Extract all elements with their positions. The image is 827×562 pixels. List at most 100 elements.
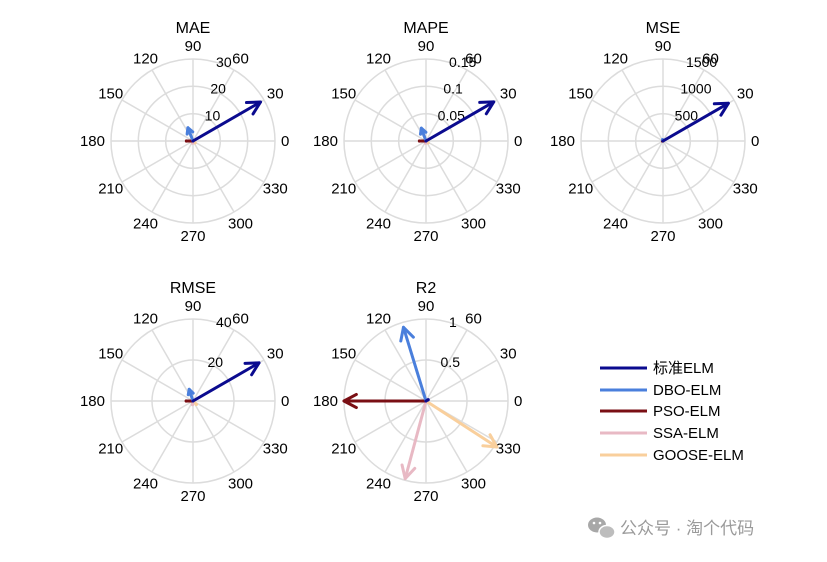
angle-tick-label: 120 xyxy=(603,51,628,68)
arrow-elm xyxy=(424,398,430,403)
arrow-shaft xyxy=(191,100,262,143)
arrow-dboelm xyxy=(186,387,195,403)
angle-tick-label: 30 xyxy=(500,346,517,363)
grid-spoke xyxy=(354,140,427,183)
grid-spoke xyxy=(621,69,664,142)
arrow-shaft xyxy=(424,399,499,449)
legend-item: 标准ELM xyxy=(600,360,714,377)
grid-spoke xyxy=(384,69,427,142)
angle-tick-label: 120 xyxy=(366,51,391,68)
angle-tick-label: 240 xyxy=(366,215,391,232)
polar-subplot-rmse: 0 30 60 90 120 150 180 210 240 270 300 330 20 40 RMSE xyxy=(80,280,289,505)
angle-tick-label: 240 xyxy=(133,475,158,492)
angle-tick-label: 150 xyxy=(98,86,123,103)
arrow-shaft xyxy=(424,100,496,143)
angle-tick-label: 30 xyxy=(267,86,284,103)
angle-tick-label: 300 xyxy=(461,475,486,492)
arrow-dboelm xyxy=(418,126,428,143)
legend-item: DBO-ELM xyxy=(600,382,721,399)
arrow-head xyxy=(400,463,417,481)
angle-tick-label: 0 xyxy=(751,133,759,150)
arrow-head xyxy=(184,139,189,143)
angle-tick-label: 60 xyxy=(702,51,719,68)
angle-tick-label: 90 xyxy=(185,298,202,315)
angle-tick-label: 210 xyxy=(98,181,123,198)
grid-spoke xyxy=(384,329,427,402)
grid-spoke xyxy=(151,69,194,142)
grid-spoke xyxy=(192,140,265,183)
grid-spoke xyxy=(425,359,498,402)
polar-subplot-mape: 0 30 60 90 120 150 180 210 240 270 300 330 0.05 0.1 0.… xyxy=(313,20,522,245)
angle-tick-label: 270 xyxy=(413,228,438,245)
subplot-title: R2 xyxy=(416,280,437,297)
legend-item: PSO-ELM xyxy=(600,403,721,420)
grid-spoke xyxy=(151,329,194,402)
angle-tick-label: 180 xyxy=(80,393,105,410)
angle-tick-label: 330 xyxy=(496,181,521,198)
grid-spoke xyxy=(151,140,194,213)
radial-tick-label: 1 xyxy=(449,314,457,330)
angle-tick-label: 300 xyxy=(461,215,486,232)
angle-tick-label: 210 xyxy=(98,441,123,458)
radial-tick-label: 500 xyxy=(675,107,699,123)
grid-spoke xyxy=(121,400,194,443)
arrow-head xyxy=(342,392,358,410)
angle-tick-label: 180 xyxy=(80,133,105,150)
arrow-head xyxy=(185,126,195,136)
angle-tick-label: 90 xyxy=(418,298,435,315)
grid-spoke xyxy=(591,99,664,142)
arrow-shaft xyxy=(401,325,428,403)
angle-tick-label: 270 xyxy=(413,488,438,505)
angle-tick-label: 180 xyxy=(313,133,338,150)
grid-spoke xyxy=(121,99,194,142)
radial-tick-label: 1500 xyxy=(686,54,717,70)
polar-subplot-mse: 0 30 60 90 120 150 180 210 240 270 300 330 500 1000 15… xyxy=(550,20,759,245)
grid-spoke xyxy=(192,329,235,402)
grid-spoke xyxy=(425,140,498,183)
arrow-head xyxy=(481,433,499,449)
subplot-title: MSE xyxy=(646,20,681,37)
angle-tick-label: 270 xyxy=(650,228,675,245)
radial-tick-label: 0.5 xyxy=(441,354,461,370)
grid-spoke xyxy=(354,99,427,142)
legend: 标准ELM DBO-ELM PSO-ELM SSA-ELM GOOSE-ELM xyxy=(600,360,744,464)
angle-tick-label: 120 xyxy=(133,51,158,68)
watermark-text: 公众号 · 淘个代码 xyxy=(620,519,754,538)
arrow-dboelm xyxy=(185,126,195,143)
angle-tick-label: 60 xyxy=(232,51,249,68)
angle-tick-label: 150 xyxy=(98,346,123,363)
arrow-head xyxy=(426,398,430,402)
grid-spoke xyxy=(591,140,664,183)
grid-spoke xyxy=(121,359,194,402)
angle-tick-label: 0 xyxy=(514,133,522,150)
arrow-head xyxy=(478,100,496,116)
grid-spoke xyxy=(192,69,235,142)
radial-tick-label: 1000 xyxy=(680,81,711,97)
angle-tick-label: 60 xyxy=(465,51,482,68)
angle-tick-label: 0 xyxy=(281,393,289,410)
arrow-elm xyxy=(424,100,496,143)
angle-tick-label: 120 xyxy=(366,311,391,328)
angle-tick-label: 270 xyxy=(180,228,205,245)
grid-spoke xyxy=(192,140,235,213)
watermark: 公众号 · 淘个代码 xyxy=(588,517,754,540)
radial-tick-label: 0.15 xyxy=(449,54,476,70)
angle-tick-label: 240 xyxy=(603,215,628,232)
radial-tick-label: 20 xyxy=(210,81,226,97)
angle-tick-label: 30 xyxy=(737,86,754,103)
angle-tick-label: 300 xyxy=(228,475,253,492)
angle-tick-label: 0 xyxy=(514,393,522,410)
arrow-head xyxy=(186,387,195,397)
grid-spoke xyxy=(662,140,705,213)
polar-subplot-r2: 0 30 60 90 120 150 180 210 240 270 300 330 0.5 1 R2 xyxy=(313,280,522,505)
radial-tick-label: 40 xyxy=(216,314,232,330)
subplots-area: 0306090120150180210240270300330102030MAE… xyxy=(80,20,759,505)
grid-spoke xyxy=(192,400,265,443)
angle-tick-label: 120 xyxy=(133,311,158,328)
grid-spoke xyxy=(354,400,427,443)
grid-spoke xyxy=(662,69,705,142)
angle-tick-label: 210 xyxy=(331,181,356,198)
angle-tick-label: 150 xyxy=(568,86,593,103)
